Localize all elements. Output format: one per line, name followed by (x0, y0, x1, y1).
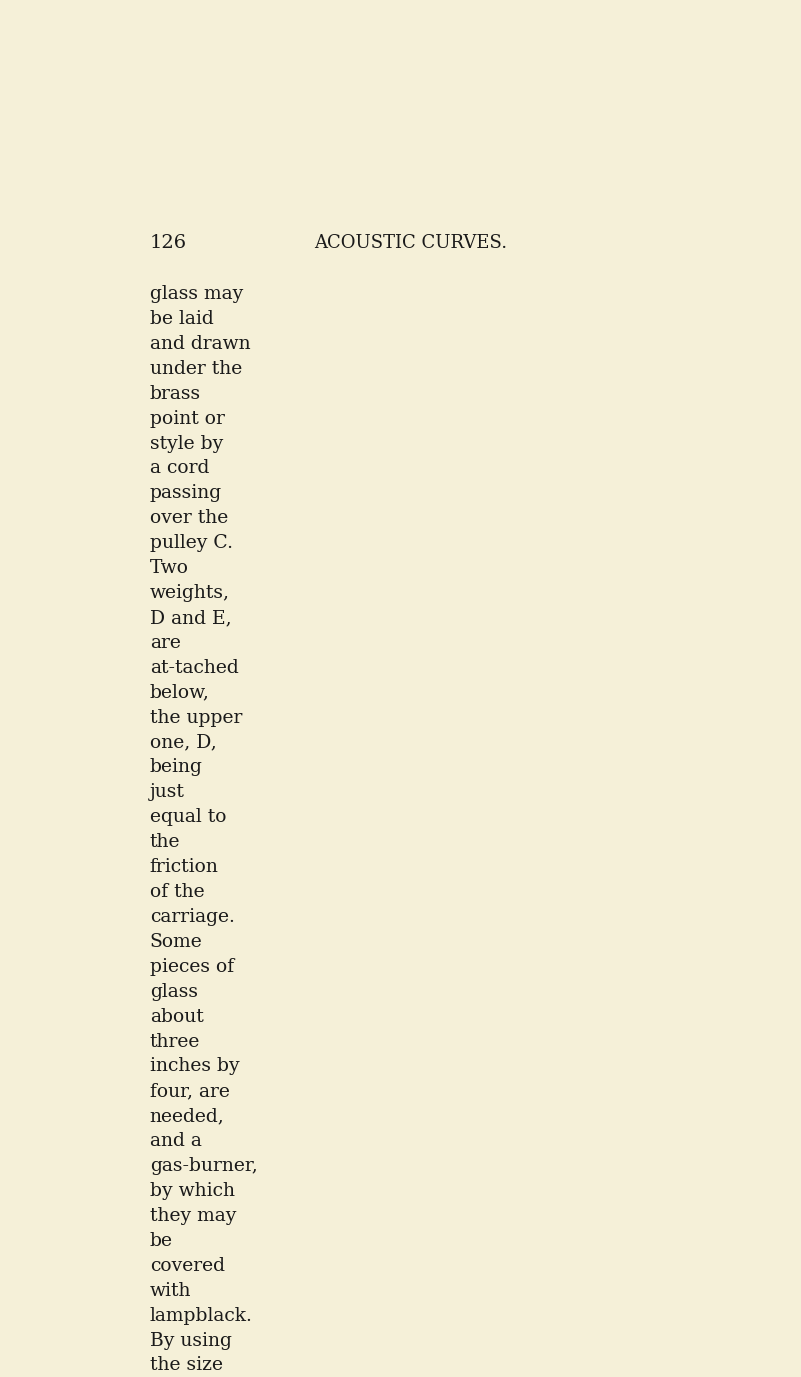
Text: Two: Two (150, 559, 189, 577)
Text: be: be (150, 1232, 173, 1250)
Text: are: are (150, 633, 181, 651)
Text: gas-burner,: gas-burner, (150, 1157, 258, 1175)
Text: and drawn: and drawn (150, 335, 251, 353)
Text: by which: by which (150, 1181, 235, 1201)
Text: the upper: the upper (150, 709, 242, 727)
Text: covered: covered (150, 1257, 225, 1275)
Text: pulley C.: pulley C. (150, 534, 233, 552)
Text: point or: point or (150, 409, 224, 428)
Text: the size: the size (150, 1356, 223, 1374)
Text: just: just (150, 784, 185, 801)
Text: under the: under the (150, 359, 242, 377)
Text: passing: passing (150, 485, 222, 503)
Text: be laid: be laid (150, 310, 214, 328)
Text: of the: of the (150, 883, 204, 901)
Text: style by: style by (150, 435, 223, 453)
Text: and a: and a (150, 1132, 202, 1150)
Text: three: three (150, 1033, 200, 1051)
Text: about: about (150, 1008, 203, 1026)
Text: glass may: glass may (150, 285, 243, 303)
Text: needed,: needed, (150, 1107, 224, 1125)
Text: weights,: weights, (150, 584, 230, 602)
Text: with: with (150, 1282, 191, 1300)
Text: By using: By using (150, 1332, 231, 1349)
Text: Some: Some (150, 932, 203, 952)
Text: carriage.: carriage. (150, 907, 235, 925)
Text: 126: 126 (150, 234, 187, 252)
Text: one, D,: one, D, (150, 734, 216, 752)
Text: equal to: equal to (150, 808, 227, 826)
Text: friction: friction (150, 858, 219, 876)
Text: brass: brass (150, 384, 201, 402)
Text: the: the (150, 833, 180, 851)
Text: glass: glass (150, 983, 198, 1001)
Text: they may: they may (150, 1208, 236, 1226)
Text: below,: below, (150, 684, 210, 702)
Text: pieces of: pieces of (150, 958, 234, 976)
Text: D and E,: D and E, (150, 609, 231, 627)
Text: ACOUSTIC CURVES.: ACOUSTIC CURVES. (314, 234, 507, 252)
Text: lampblack.: lampblack. (150, 1307, 252, 1325)
Text: being: being (150, 759, 203, 777)
Text: at-tached: at-tached (150, 658, 239, 677)
Text: four, are: four, are (150, 1082, 230, 1100)
Text: inches by: inches by (150, 1058, 239, 1075)
Text: a cord: a cord (150, 460, 209, 478)
Text: over the: over the (150, 509, 228, 527)
